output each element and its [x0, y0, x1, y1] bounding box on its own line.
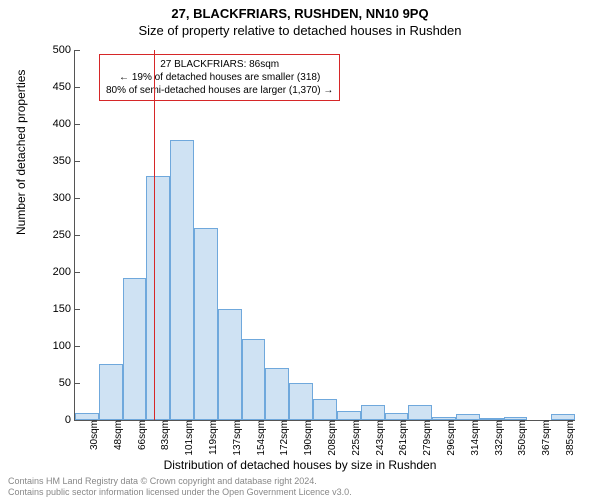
annotation-line: ← 19% of detached houses are smaller (31…: [106, 71, 333, 84]
y-tick-label: 250: [53, 229, 75, 241]
x-tick-label: 154sqm: [254, 420, 267, 456]
y-tick-label: 350: [53, 155, 75, 167]
x-tick-label: 172sqm: [277, 420, 290, 456]
y-tick-label: 450: [53, 81, 75, 93]
x-tick-label: 296sqm: [444, 420, 457, 456]
histogram-bar: [146, 176, 170, 420]
y-tick-label: 300: [53, 192, 75, 204]
histogram-bar: [408, 405, 432, 420]
x-tick-label: 30sqm: [87, 420, 100, 450]
histogram-bar: [242, 339, 266, 420]
y-tick-label: 100: [53, 340, 75, 352]
footer-line: Contains HM Land Registry data © Crown c…: [8, 476, 352, 487]
x-tick-label: 350sqm: [515, 420, 528, 456]
histogram-bar: [99, 364, 123, 420]
annotation-box: 27 BLACKFRIARS: 86sqm ← 19% of detached …: [99, 54, 340, 101]
x-tick-label: 261sqm: [396, 420, 409, 456]
y-axis-label: Number of detached properties: [14, 70, 28, 235]
footer-attribution: Contains HM Land Registry data © Crown c…: [8, 476, 352, 498]
x-tick-label: 208sqm: [325, 420, 338, 456]
x-tick-label: 137sqm: [230, 420, 243, 456]
x-tick-label: 279sqm: [420, 420, 433, 456]
annotation-line: 80% of semi-detached houses are larger (…: [106, 84, 333, 97]
histogram-bar: [75, 413, 99, 420]
histogram-bar: [361, 405, 385, 420]
x-tick-label: 119sqm: [206, 420, 219, 455]
y-tick-label: 400: [53, 118, 75, 130]
footer-line: Contains public sector information licen…: [8, 487, 352, 498]
annotation-line: 27 BLACKFRIARS: 86sqm: [106, 58, 333, 71]
y-tick-label: 200: [53, 266, 75, 278]
histogram-bar: [265, 368, 289, 420]
y-tick-label: 50: [59, 377, 75, 389]
y-tick-label: 500: [53, 44, 75, 56]
x-tick-label: 332sqm: [492, 420, 505, 456]
histogram-bar: [170, 140, 194, 420]
histogram-bar: [385, 413, 409, 420]
x-tick-label: 66sqm: [135, 420, 148, 450]
reference-line: [154, 50, 155, 420]
chart-suptitle: 27, BLACKFRIARS, RUSHDEN, NN10 9PQ: [0, 0, 600, 21]
x-tick-label: 83sqm: [158, 420, 171, 450]
x-tick-label: 225sqm: [349, 420, 362, 456]
x-tick-label: 314sqm: [468, 420, 481, 456]
x-tick-label: 367sqm: [539, 420, 552, 456]
y-tick-label: 150: [53, 303, 75, 315]
histogram-bar: [313, 399, 337, 420]
histogram-bar: [194, 228, 218, 420]
x-tick-label: 190sqm: [301, 420, 314, 456]
plot-area: 27 BLACKFRIARS: 86sqm ← 19% of detached …: [74, 50, 575, 421]
x-tick-label: 101sqm: [182, 420, 195, 456]
histogram-bar: [337, 411, 361, 420]
x-tick-label: 385sqm: [563, 420, 576, 456]
x-tick-label: 48sqm: [111, 420, 124, 450]
histogram-bar: [123, 278, 147, 420]
chart-title: Size of property relative to detached ho…: [0, 21, 600, 38]
x-tick-label: 243sqm: [373, 420, 386, 456]
x-axis-label: Distribution of detached houses by size …: [0, 458, 600, 472]
histogram-bar: [218, 309, 242, 420]
histogram-bar: [289, 383, 313, 420]
y-tick-label: 0: [65, 414, 75, 426]
